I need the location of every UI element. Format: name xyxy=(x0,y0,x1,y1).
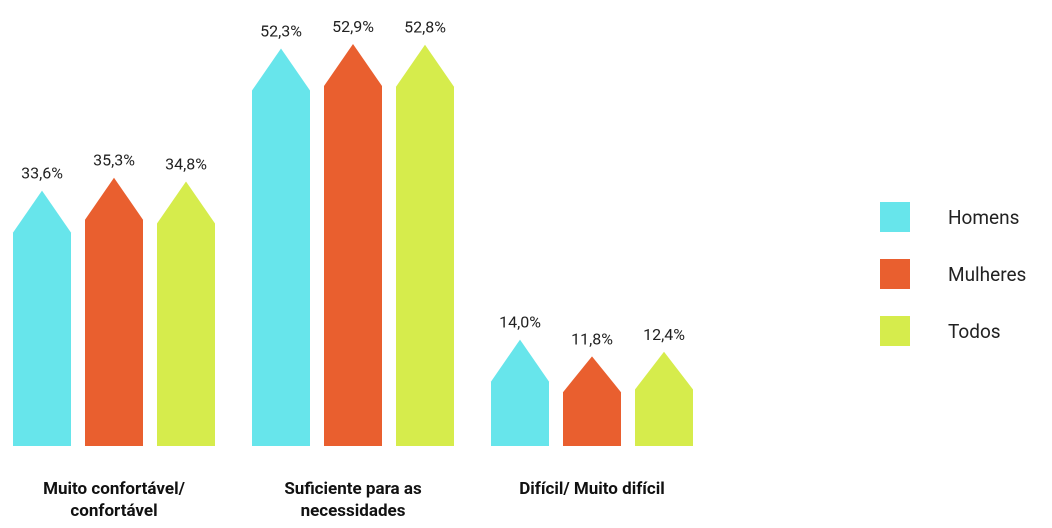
legend-swatch xyxy=(880,202,910,232)
bar xyxy=(635,351,693,446)
value-label: 34,8% xyxy=(165,155,207,174)
bar xyxy=(491,339,549,446)
bar xyxy=(563,356,621,446)
legend-swatch xyxy=(880,259,910,289)
category-label: Muito confortável/ confortável xyxy=(43,479,185,521)
bar xyxy=(85,177,143,446)
legend-label: Mulheres xyxy=(948,263,1026,286)
bar xyxy=(324,43,382,447)
value-label: 52,8% xyxy=(404,18,446,37)
bar xyxy=(396,44,454,446)
legend-label: Homens xyxy=(948,206,1019,229)
legend-label: Todos xyxy=(948,320,1001,343)
bar xyxy=(157,181,215,446)
value-label: 11,8% xyxy=(571,329,613,348)
bar xyxy=(13,190,71,446)
bar xyxy=(252,48,310,447)
value-label: 12,4% xyxy=(643,325,685,344)
category-label: Suficiente para as necessidades xyxy=(284,479,422,521)
value-label: 52,3% xyxy=(260,22,302,41)
value-label: 52,9% xyxy=(332,17,374,36)
value-label: 14,0% xyxy=(499,313,541,332)
category-label: Difícil/ Muito difícil xyxy=(519,479,665,499)
value-label: 35,3% xyxy=(93,151,135,170)
legend-swatch xyxy=(880,316,910,346)
value-label: 33,6% xyxy=(21,164,63,183)
